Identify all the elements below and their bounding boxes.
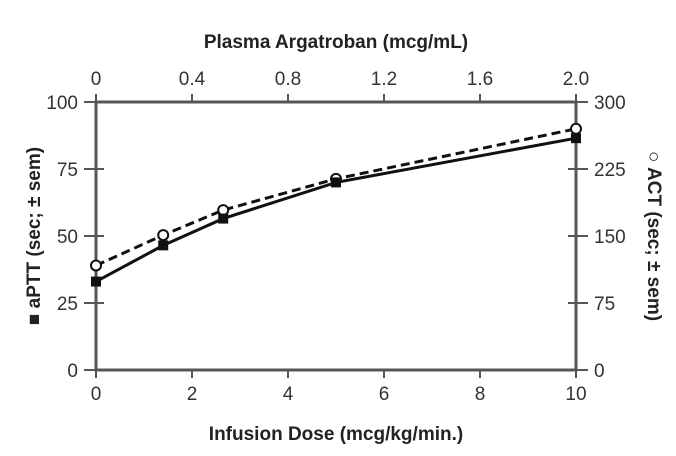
x-tick-label: 2 xyxy=(187,384,198,405)
act-point xyxy=(90,259,102,272)
y-tick-label: 75 xyxy=(57,160,78,181)
aptt-point xyxy=(91,276,101,287)
aptt-point xyxy=(331,177,341,188)
y-tick-label: 100 xyxy=(46,93,78,114)
x-tick-label: 4 xyxy=(283,384,294,405)
aptt-point xyxy=(218,213,229,224)
y-axis-title: aPTT (sec; ± sem) xyxy=(24,147,45,308)
x2-tick-label: 0.4 xyxy=(179,69,206,90)
x-tick-label: 8 xyxy=(475,384,486,405)
x2-tick-label: 0.8 xyxy=(275,69,301,90)
y2-tick-label: 225 xyxy=(594,160,626,181)
y-tick-label: 25 xyxy=(57,294,78,315)
y2-axis-title-group: ○ ACT (sec; ± sem) xyxy=(643,151,664,321)
x-tick-label: 6 xyxy=(379,384,390,405)
filled-square-marker-icon: ■ xyxy=(24,314,45,325)
x2-tick-label: 1.6 xyxy=(467,69,493,90)
y2-tick-label: 0 xyxy=(594,361,605,382)
y2-tick-label: 75 xyxy=(594,294,615,315)
aptt-line xyxy=(95,136,577,283)
x-tick-label: 10 xyxy=(565,384,586,405)
x2-axis-title: Plasma Argatroban (mcg/mL) xyxy=(204,32,468,53)
act-point xyxy=(570,122,582,135)
x-axis-title: Infusion Dose (mcg/kg/min.) xyxy=(209,424,463,445)
act-line xyxy=(95,127,577,267)
y2-tick-label: 300 xyxy=(594,93,626,114)
act-point xyxy=(157,229,170,242)
aptt-point xyxy=(158,240,169,251)
x2-tick-label: 2.0 xyxy=(563,69,589,90)
y2-axis-title: ACT (sec; ± sem) xyxy=(643,167,664,321)
x2-tick-label: 0 xyxy=(91,69,102,90)
y-axis-title-group: ■ aPTT (sec; ± sem) xyxy=(24,147,45,325)
y2-tick-label: 150 xyxy=(594,227,626,248)
open-circle-marker-icon: ○ xyxy=(643,151,664,162)
y-tick-label: 0 xyxy=(67,361,78,382)
aptt-point xyxy=(571,133,581,144)
y-tick-label: 50 xyxy=(57,227,78,248)
x2-tick-label: 1.2 xyxy=(371,69,397,90)
x-tick-label: 0 xyxy=(91,384,102,405)
